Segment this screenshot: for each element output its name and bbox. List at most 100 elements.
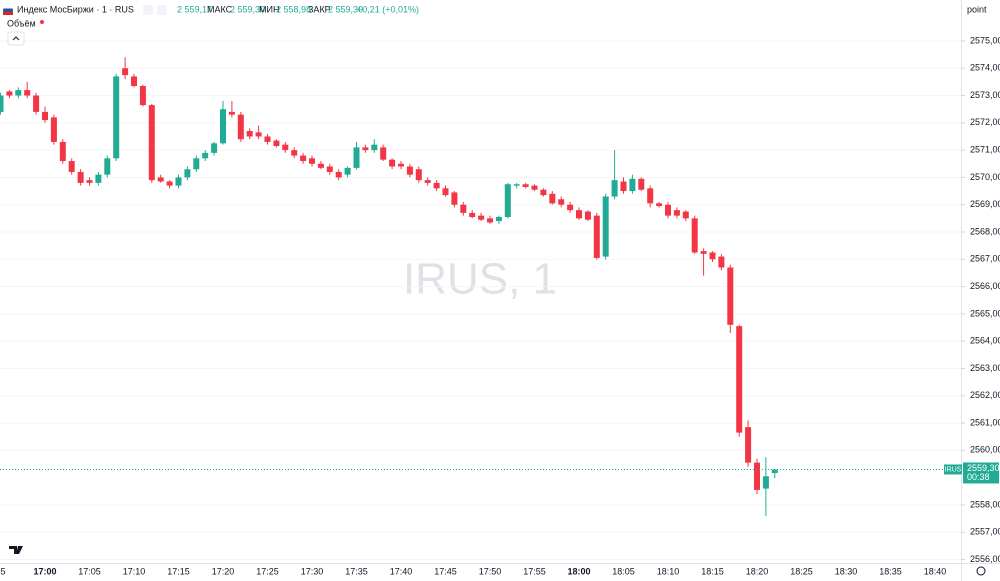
candle-body [389, 159, 396, 167]
candle-body [718, 256, 725, 268]
candle-body [487, 218, 493, 223]
header-button[interactable] [143, 5, 153, 15]
candle-body [727, 267, 734, 325]
candle-body [264, 136, 271, 142]
y-unit: point [967, 4, 987, 14]
candle-body [504, 184, 511, 217]
candle-body [220, 109, 226, 144]
candle-body [700, 251, 707, 254]
y-tick-label: 2562,00 [970, 390, 1000, 400]
x-tick-label: 18:10 [657, 566, 680, 576]
x-tick-label: 17:15 [167, 566, 190, 576]
candle-body [0, 95, 4, 112]
symbol-title[interactable]: Индекс МосБиржи · 1 · RUS [17, 4, 134, 14]
last-price-label: 2559,30 [967, 463, 1000, 473]
candle-body [68, 161, 75, 172]
y-tick-label: 2572,00 [970, 117, 1000, 127]
logo[interactable] [9, 546, 23, 554]
candle-body [584, 211, 591, 220]
candle-body [148, 105, 155, 181]
y-tick-label: 2574,00 [970, 63, 1000, 73]
candle-body [460, 204, 467, 213]
candle-body [362, 147, 369, 151]
candle-body [442, 188, 449, 196]
candle-body [237, 114, 244, 140]
x-tick-label: 17:10 [123, 566, 146, 576]
candle-body [50, 117, 57, 142]
candle-body [478, 215, 485, 220]
candle-body [335, 171, 342, 178]
y-tick-label: 2566,00 [970, 281, 1000, 291]
x-tick-label: 17:00 [33, 566, 56, 576]
candle-body [300, 155, 307, 162]
candle-body [745, 427, 752, 463]
candle-body [317, 163, 324, 168]
y-tick-label: 2575,00 [970, 35, 1000, 45]
candle-body [309, 158, 315, 164]
candle-body [113, 76, 120, 159]
candle-body [326, 166, 333, 172]
y-tick-label: 2571,00 [970, 144, 1000, 154]
y-tick-label: 2556,00 [970, 554, 1000, 564]
header-button[interactable] [157, 5, 167, 15]
candle-body [15, 90, 22, 96]
x-tick-label: 18:00 [567, 566, 590, 576]
y-tick-label: 2569,00 [970, 199, 1000, 209]
candle-body [77, 171, 84, 183]
candle-body [558, 199, 565, 205]
volume-label[interactable]: Объём [7, 18, 36, 28]
candle-body [139, 85, 146, 106]
candle-body [602, 196, 609, 257]
candle-body [24, 90, 31, 96]
candle-body [709, 252, 716, 260]
candle-body [540, 189, 547, 196]
collapse-button[interactable] [7, 31, 25, 46]
candle-body [495, 216, 502, 222]
candle-body [629, 178, 636, 192]
candle-body [549, 193, 556, 204]
candle-body [6, 91, 13, 96]
candle-body [406, 166, 413, 175]
candle-body [211, 143, 218, 153]
y-tick-label: 2573,00 [970, 90, 1000, 100]
flag-icon [3, 5, 13, 9]
change-value: +0,21 (+0,01%) [357, 4, 419, 14]
x-tick-label: 18:25 [790, 566, 813, 576]
close-value: 2 559,30 [328, 4, 363, 14]
candle-body [567, 204, 574, 211]
candle-body [291, 150, 298, 156]
flag-icon [3, 11, 13, 15]
candle-body [736, 326, 743, 433]
candle-body [593, 215, 600, 258]
candle-body [175, 177, 182, 186]
close-label: ЗАКР [308, 4, 331, 14]
y-tick-label: 2565,00 [970, 308, 1000, 318]
x-tick-label: 18:35 [879, 566, 902, 576]
x-tick-label: 17:20 [212, 566, 235, 576]
y-tick-label: 2570,00 [970, 172, 1000, 182]
x-tick-label: 17:05 [78, 566, 101, 576]
candle-body [771, 469, 778, 474]
last-price-tag-bg [944, 464, 962, 475]
y-tick-label: 2561,00 [970, 417, 1000, 427]
y-tick-label: 2568,00 [970, 226, 1000, 236]
candle-body [754, 462, 760, 490]
collapse-icon [12, 36, 20, 41]
x-tick-label: 18:40 [924, 566, 947, 576]
settings-icon[interactable] [976, 566, 986, 576]
open-value: 2 559,17 [177, 4, 212, 14]
volume-warning [40, 20, 44, 24]
low-value: 2 558,98 [276, 4, 311, 14]
last-price-tag: IRUS [945, 466, 962, 473]
y-tick-label: 2560,00 [970, 445, 1000, 455]
candle-body [531, 185, 538, 190]
x-tick-label: 17:30 [301, 566, 324, 576]
x-tick-label: 55 [0, 566, 6, 576]
x-tick-label: 17:25 [256, 566, 279, 576]
x-tick-label: 17:50 [479, 566, 502, 576]
candle-body [122, 68, 129, 76]
low-label: МИН [259, 4, 279, 14]
candle-body [513, 184, 520, 186]
y-tick-label: 2557,00 [970, 527, 1000, 537]
